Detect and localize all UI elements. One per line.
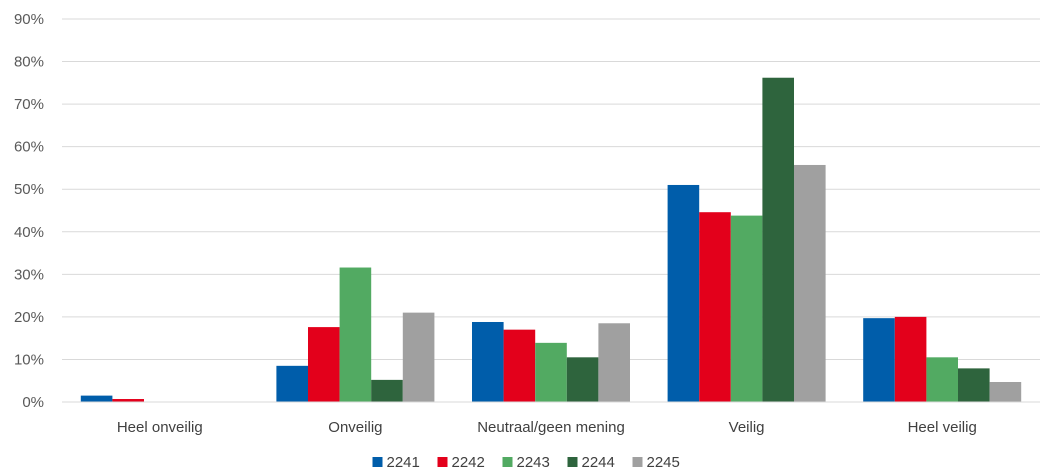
x-category-label: Veilig: [729, 419, 765, 436]
legend-label: 2244: [582, 454, 615, 471]
legend-item: 2245: [632, 454, 680, 471]
legend-label: 2245: [647, 454, 680, 471]
x-axis-categories: Heel onveilig Onveilig Neutraal/geen menin…: [117, 419, 977, 436]
bar-2241: [863, 318, 895, 402]
y-tick-label: 0%: [22, 394, 44, 411]
y-tick-label: 50%: [14, 181, 44, 198]
bar-2241: [276, 365, 308, 402]
bar-2243: [535, 342, 567, 402]
legend-swatch: [372, 457, 383, 467]
legend-swatch: [502, 457, 513, 467]
bar-2245: [402, 312, 435, 402]
legend-item: 2243: [502, 454, 550, 471]
bar-2241: [667, 184, 700, 402]
y-tick-label: 30%: [14, 266, 44, 283]
bar-2242: [503, 329, 536, 402]
y-tick-label: 70%: [14, 96, 44, 113]
legend-label: 2243: [517, 454, 550, 471]
x-category-label: Onveilig: [328, 419, 382, 436]
bar-2245: [794, 164, 826, 402]
legend-swatch: [567, 457, 578, 467]
legend-item: 2241: [372, 454, 420, 471]
bar-2242: [894, 316, 927, 402]
y-tick-label: 80%: [14, 54, 44, 71]
y-tick-label: 60%: [14, 139, 44, 156]
legend-item: 2242: [437, 454, 485, 471]
x-category-label: Heel onveilig: [117, 419, 203, 436]
bar-2241: [80, 395, 113, 402]
legend-label: 2242: [452, 454, 485, 471]
legend: 2241 2242 2243 2244 2245: [372, 454, 680, 471]
x-category-label: Heel veilig: [908, 419, 977, 436]
bar-2243: [730, 215, 763, 402]
legend-label: 2241: [387, 454, 420, 471]
y-tick-label: 20%: [14, 309, 44, 326]
bar-2243: [339, 267, 372, 402]
y-tick-label: 90%: [14, 11, 44, 28]
legend-item: 2244: [567, 454, 615, 471]
bar-2244: [958, 368, 990, 402]
bar-2245: [598, 323, 630, 402]
bar-2241: [472, 321, 504, 402]
legend-swatch: [437, 457, 448, 467]
y-tick-label: 40%: [14, 224, 44, 241]
y-axis-ticks: 0% 10% 20% 30% 40% 50% 60% 70% 80% 90%: [14, 11, 44, 411]
legend-swatch: [632, 457, 643, 467]
bars: [80, 77, 1022, 402]
bar-2242: [112, 399, 144, 402]
gridlines: [62, 18, 1040, 360]
x-category-label: Neutraal/geen mening: [477, 419, 625, 436]
bar-2242: [699, 212, 731, 402]
bar-2243: [926, 357, 958, 402]
bar-2244: [566, 357, 599, 402]
bar-2242: [308, 327, 340, 402]
y-tick-label: 10%: [14, 351, 44, 368]
bar-2245: [989, 381, 1022, 402]
bar-2244: [762, 77, 794, 402]
bar-2244: [371, 379, 403, 402]
